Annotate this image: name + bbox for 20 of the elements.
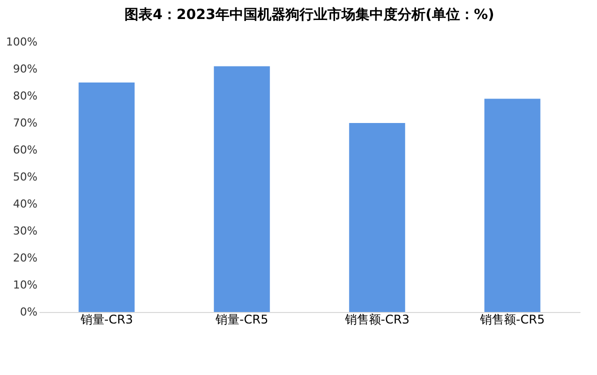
y-tick-label: 80% xyxy=(13,90,38,102)
x-tick-label: 销售额-CR5 xyxy=(479,312,545,326)
bar xyxy=(214,66,270,312)
y-tick-label: 50% xyxy=(13,170,38,184)
y-tick-label: 40% xyxy=(13,198,38,210)
x-tick-label: 销量-CR5 xyxy=(214,312,268,326)
x-tick-label: 销售额-CR3 xyxy=(344,312,410,326)
y-tick-label: 20% xyxy=(13,252,38,264)
y-tick-label: 0% xyxy=(20,306,38,318)
y-tick-label: 30% xyxy=(13,224,38,238)
y-tick-label: 100% xyxy=(6,36,38,48)
x-tick-label: 销量-CR3 xyxy=(79,312,133,326)
y-tick-label: 70% xyxy=(13,116,38,130)
y-tick-label: 90% xyxy=(13,62,38,76)
bar xyxy=(349,123,406,312)
chart-title: 图表4：2023年中国机器狗行业市场集中度分析(单位：%) xyxy=(124,6,494,23)
y-tick-label: 10% xyxy=(13,278,38,292)
y-tick-label: 60% xyxy=(13,144,38,156)
bar xyxy=(484,98,540,312)
bar xyxy=(78,82,135,312)
